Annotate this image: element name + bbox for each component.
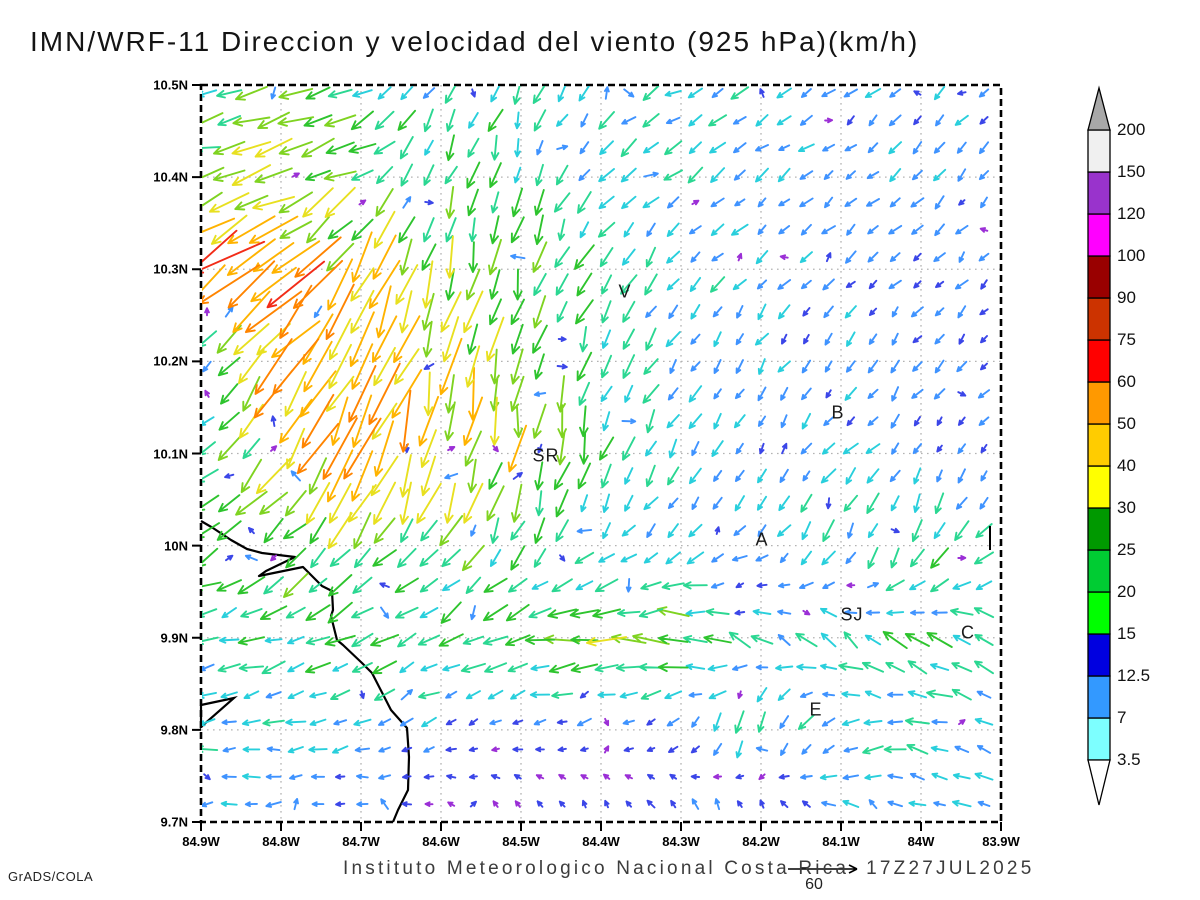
wind-vectors — [202, 86, 994, 808]
colorbar-segment — [1087, 255, 1111, 299]
lon-tick-label: 84.9W — [182, 834, 220, 849]
axis-ticks — [192, 84, 1002, 831]
colorbar-tick-label: 40 — [1117, 456, 1136, 475]
lon-tick-label: 84.5W — [502, 834, 540, 849]
chart-title: IMN/WRF-11 Direccion y velocidad del vie… — [30, 26, 920, 57]
lon-tick-label: 84.3W — [662, 834, 700, 849]
colorbar-tick-label: 3.5 — [1117, 750, 1141, 769]
wind-vectors — [202, 236, 412, 480]
colorbar-segment — [1087, 717, 1111, 761]
colorbar-over-arrow — [1087, 85, 1111, 131]
city-label: C — [961, 622, 975, 643]
colorbar-segment — [1087, 339, 1111, 383]
lat-tick-label: 10.1N — [153, 446, 188, 461]
colorbar-tick-label: 50 — [1117, 414, 1136, 433]
city-label: B — [831, 402, 845, 423]
colorbar-tick-label: 100 — [1117, 246, 1146, 265]
footer-caption: Instituto Meteorologico Nacional Costa R… — [343, 858, 1034, 880]
city-label: SJ — [840, 604, 864, 625]
lat-tick-label: 10.4N — [153, 169, 188, 185]
lon-tick-label: 83.9W — [982, 834, 1020, 849]
lon-tick-label: 84.8W — [262, 834, 300, 849]
lon-tick-label: 84.4W — [582, 834, 620, 849]
colorbar-tick-label: 7 — [1117, 708, 1127, 727]
footer-datetime: 17Z27JUL2025 — [866, 858, 1035, 879]
colorbar-tick-label: 15 — [1117, 624, 1136, 643]
lat-tick-label: 9.9N — [160, 630, 188, 646]
lon-tick-label: 84.6W — [422, 834, 460, 849]
lon-tick-label: 84.7W — [342, 834, 380, 849]
wind-vectors — [202, 229, 326, 309]
lat-tick-label: 10N — [164, 538, 188, 554]
wind-vectors — [202, 86, 953, 675]
grads-cola-stamp: GrADS/COLA — [8, 869, 94, 884]
wind-vectors — [202, 215, 528, 503]
colorbar-segment — [1087, 213, 1111, 257]
lat-tick-label: 10.5N — [153, 77, 188, 93]
colorbar-segment — [1087, 381, 1111, 425]
lat-tick-label: 9.8N — [160, 722, 188, 738]
colorbar-segment — [1087, 633, 1111, 677]
colorbar-segment — [1087, 675, 1111, 719]
city-label: V — [618, 281, 632, 302]
colorbar-segment — [1087, 297, 1111, 341]
colorbar-segment — [1087, 129, 1111, 173]
colorbar-segment — [1087, 591, 1111, 635]
colorbar-tick-label: 90 — [1117, 288, 1136, 307]
colorbar-tick-label: 30 — [1117, 498, 1136, 517]
city-label: SR — [532, 445, 560, 466]
coastline-peninsula — [199, 696, 238, 730]
colorbar-segment — [1087, 465, 1111, 509]
colorbar-segment — [1087, 423, 1111, 467]
lat-tick-label: 10.3N — [153, 261, 188, 277]
colorbar-tick-label: 20 — [1117, 582, 1136, 601]
colorbar-tick-label: 60 — [1117, 372, 1136, 391]
footer-institution: Instituto Meteorologico Nacional Costa R… — [343, 858, 850, 879]
colorbar-segment — [1087, 549, 1111, 593]
colorbar-tick-label: 12.5 — [1117, 666, 1151, 685]
colorbar-tick-label: 25 — [1117, 540, 1136, 559]
coastline — [200, 520, 411, 823]
colorbar-tick-label: 120 — [1117, 204, 1146, 223]
city-marker-line — [989, 526, 991, 550]
wind-vectors — [202, 86, 995, 755]
colorbar-tick-label: 150 — [1117, 162, 1146, 181]
colorbar-tick-label: 75 — [1117, 330, 1136, 349]
wind-vectors — [204, 117, 989, 808]
lon-tick-label: 84.1W — [822, 834, 860, 849]
lat-tick-label: 10.2N — [153, 353, 188, 369]
reference-vector-arrow — [788, 864, 858, 874]
lat-tick-label: 9.7N — [160, 814, 188, 830]
colorbar-segment — [1087, 171, 1111, 215]
colorbar-under-arrow — [1087, 759, 1111, 806]
wind-vectors — [202, 86, 690, 645]
lon-tick-label: 84W — [907, 834, 935, 849]
wind-vectors — [202, 86, 992, 811]
lon-tick-label: 84.2W — [742, 834, 780, 849]
wind-vectors — [203, 88, 989, 809]
grid-lines — [201, 85, 1001, 822]
colorbar-tick-label: 200 — [1117, 120, 1146, 139]
city-label: A — [755, 529, 769, 550]
reference-vector-label: 60 — [805, 876, 823, 893]
colorbar-segment — [1087, 507, 1111, 551]
wind-vectors — [208, 137, 628, 647]
city-label: E — [809, 699, 823, 720]
